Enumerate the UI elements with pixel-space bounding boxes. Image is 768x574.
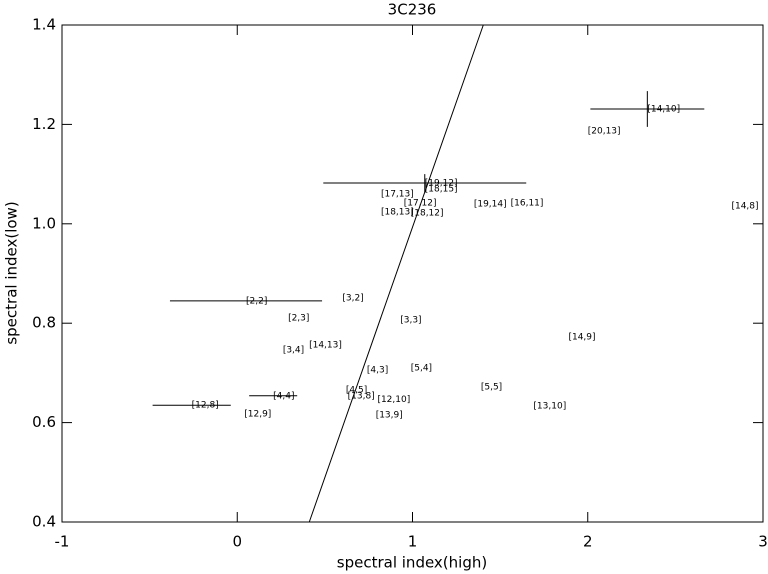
y-tick-label: 0.4 [32,513,56,531]
x-tick-label: 1 [408,533,418,551]
chart-title: 3C236 [388,1,437,19]
y-tick-label: 0.8 [32,314,56,332]
point-label: [3,2] [342,293,363,303]
point-label: [4,4] [273,391,294,401]
point-label: [12,10] [377,395,410,405]
point-label: [19,14] [474,199,507,209]
point-label: [12,9] [244,410,271,420]
x-tick-label: 0 [232,533,242,551]
point-label: [3,3] [400,316,421,326]
point-label: [16,11] [511,198,544,208]
point-label: [19,12] [425,179,458,189]
plot-frame [61,24,764,523]
point-label: [17,12] [404,198,437,208]
point-label: [5,5] [481,382,502,392]
point-label: [14,9] [568,333,595,343]
y-tick-label: 0.6 [32,413,56,431]
point-label: [12,8] [192,401,219,411]
point-label: [14,10] [647,104,680,114]
point-label: [2,2] [246,296,267,306]
point-label: [17,13] [381,189,414,199]
point-label: [14,13] [309,341,342,351]
x-tick-label: -1 [55,533,70,551]
point-label: [3,4] [283,346,304,356]
point-label: [18,12] [411,208,444,218]
point-label: [20,13] [588,126,621,136]
x-tick-label: 2 [583,533,593,551]
point-label: [4,3] [367,365,388,375]
point-label: [13,8] [348,391,375,401]
y-tick-label: 1.0 [32,214,56,232]
point-label: [14,8] [731,201,758,211]
y-tick-label: 1.2 [32,115,56,133]
y-axis-label: spectral index(low) [3,201,21,344]
point-label: [18,13] [381,207,414,217]
point-label: [4,5] [346,385,367,395]
point-label: [5,4] [411,363,432,373]
x-tick-label: 3 [758,533,768,551]
fit-line [308,24,484,523]
point-label: [18,15] [425,185,458,195]
point-label: [2,3] [288,314,309,324]
y-tick-label: 1.4 [32,16,56,34]
x-axis-label: spectral index(high) [337,554,487,572]
point-label: [13,10] [533,402,566,412]
point-label: [13,9] [376,411,403,421]
